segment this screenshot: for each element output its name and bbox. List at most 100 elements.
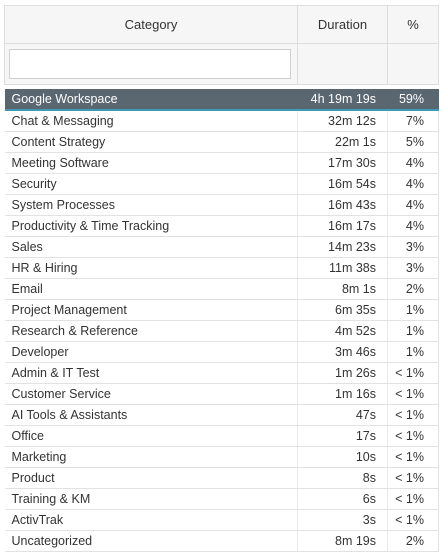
duration-cell: 4m 52s: [297, 320, 388, 342]
percent-cell: 3%: [387, 257, 439, 279]
filter-row: [4, 43, 439, 85]
percent-cell: 5%: [387, 131, 439, 153]
filter-cell-duration: [297, 43, 388, 85]
percent-cell: < 1%: [387, 425, 439, 447]
percent-cell: < 1%: [387, 383, 439, 405]
duration-cell: 1m 16s: [297, 383, 388, 405]
table-row[interactable]: Research & Reference 4m 52s 1%: [4, 320, 439, 342]
duration-cell: 3m 46s: [297, 341, 388, 363]
duration-cell: 16m 54s: [297, 173, 388, 195]
table-row[interactable]: AI Tools & Assistants 47s < 1%: [4, 404, 439, 426]
percent-cell: 3%: [387, 236, 439, 258]
filter-cell-category: [4, 43, 298, 85]
category-cell: Office: [4, 425, 298, 447]
table-row[interactable]: Office 17s < 1%: [4, 425, 439, 447]
duration-cell: 3s: [297, 509, 388, 531]
percent-cell: < 1%: [387, 362, 439, 384]
table-row[interactable]: Product 8s < 1%: [4, 467, 439, 489]
header-gap: [4, 84, 439, 89]
column-header-percent[interactable]: %: [387, 5, 439, 44]
table-row[interactable]: Developer 3m 46s 1%: [4, 341, 439, 363]
category-cell: HR & Hiring: [4, 257, 298, 279]
header-row: Category Duration %: [4, 5, 439, 44]
percent-cell: < 1%: [387, 488, 439, 510]
percent-cell: 2%: [387, 278, 439, 300]
table-row[interactable]: Security 16m 54s 4%: [4, 173, 439, 195]
category-cell: Marketing: [4, 446, 298, 468]
category-cell: System Processes: [4, 194, 298, 216]
category-cell: Training & KM: [4, 488, 298, 510]
category-cell: ActivTrak: [4, 509, 298, 531]
category-cell: Research & Reference: [4, 320, 298, 342]
duration-cell: 32m 12s: [297, 110, 388, 132]
percent-cell: < 1%: [387, 467, 439, 489]
table-row[interactable]: Project Management 6m 35s 1%: [4, 299, 439, 321]
duration-cell: 22m 1s: [297, 131, 388, 153]
table-row[interactable]: HR & Hiring 11m 38s 3%: [4, 257, 439, 279]
table-row[interactable]: Productivity & Time Tracking 16m 17s 4%: [4, 215, 439, 237]
table-row[interactable]: Google Workspace 4h 19m 19s 59%: [4, 89, 439, 111]
category-cell: Chat & Messaging: [4, 110, 298, 132]
percent-cell: 2%: [387, 530, 439, 552]
duration-cell: 17s: [297, 425, 388, 447]
table-row[interactable]: Meeting Software 17m 30s 4%: [4, 152, 439, 174]
percent-cell: 7%: [387, 110, 439, 132]
category-cell: Uncategorized: [4, 530, 298, 552]
percent-cell: 59%: [387, 89, 439, 111]
table-row[interactable]: Admin & IT Test 1m 26s < 1%: [4, 362, 439, 384]
duration-cell: 17m 30s: [297, 152, 388, 174]
percent-cell: < 1%: [387, 509, 439, 531]
category-cell: Customer Service: [4, 383, 298, 405]
table-body: Google Workspace 4h 19m 19s 59% Chat & Mess…: [4, 89, 439, 552]
table-row[interactable]: Content Strategy 22m 1s 5%: [4, 131, 439, 153]
table-row[interactable]: Chat & Messaging 32m 12s 7%: [4, 110, 439, 132]
duration-cell: 11m 38s: [297, 257, 388, 279]
table-row[interactable]: Customer Service 1m 16s < 1%: [4, 383, 439, 405]
percent-cell: 4%: [387, 152, 439, 174]
percent-cell: 4%: [387, 173, 439, 195]
duration-cell: 16m 43s: [297, 194, 388, 216]
category-filter-input[interactable]: [9, 49, 291, 79]
category-cell: Content Strategy: [4, 131, 298, 153]
percent-cell: 1%: [387, 299, 439, 321]
category-cell: Meeting Software: [4, 152, 298, 174]
category-cell: Sales: [4, 236, 298, 258]
duration-cell: 16m 17s: [297, 215, 388, 237]
category-cell: Product: [4, 467, 298, 489]
category-cell: Developer: [4, 341, 298, 363]
duration-cell: 47s: [297, 404, 388, 426]
percent-cell: 1%: [387, 341, 439, 363]
table-row[interactable]: Training & KM 6s < 1%: [4, 488, 439, 510]
duration-cell: 6m 35s: [297, 299, 388, 321]
duration-cell: 8m 19s: [297, 530, 388, 552]
category-cell: Email: [4, 278, 298, 300]
category-cell: Admin & IT Test: [4, 362, 298, 384]
column-header-duration[interactable]: Duration: [297, 5, 388, 44]
category-cell: AI Tools & Assistants: [4, 404, 298, 426]
duration-cell: 8s: [297, 467, 388, 489]
duration-cell: 6s: [297, 488, 388, 510]
duration-cell: 8m 1s: [297, 278, 388, 300]
table-row[interactable]: ActivTrak 3s < 1%: [4, 509, 439, 531]
filter-cell-percent: [387, 43, 439, 85]
percent-cell: < 1%: [387, 404, 439, 426]
percent-cell: 1%: [387, 320, 439, 342]
category-duration-table: Category Duration % Google Workspace 4h 1…: [4, 5, 439, 552]
duration-cell: 1m 26s: [297, 362, 388, 384]
duration-cell: 10s: [297, 446, 388, 468]
percent-cell: 4%: [387, 194, 439, 216]
percent-cell: < 1%: [387, 446, 439, 468]
duration-cell: 14m 23s: [297, 236, 388, 258]
category-cell: Security: [4, 173, 298, 195]
column-header-category[interactable]: Category: [4, 5, 298, 44]
table-row[interactable]: Email 8m 1s 2%: [4, 278, 439, 300]
category-cell: Productivity & Time Tracking: [4, 215, 298, 237]
category-cell: Google Workspace: [4, 89, 298, 111]
table-row[interactable]: System Processes 16m 43s 4%: [4, 194, 439, 216]
category-cell: Project Management: [4, 299, 298, 321]
duration-cell: 4h 19m 19s: [297, 89, 388, 111]
table-row[interactable]: Uncategorized 8m 19s 2%: [4, 530, 439, 552]
table-row[interactable]: Marketing 10s < 1%: [4, 446, 439, 468]
table-header: Category Duration %: [4, 5, 439, 89]
table-row[interactable]: Sales 14m 23s 3%: [4, 236, 439, 258]
